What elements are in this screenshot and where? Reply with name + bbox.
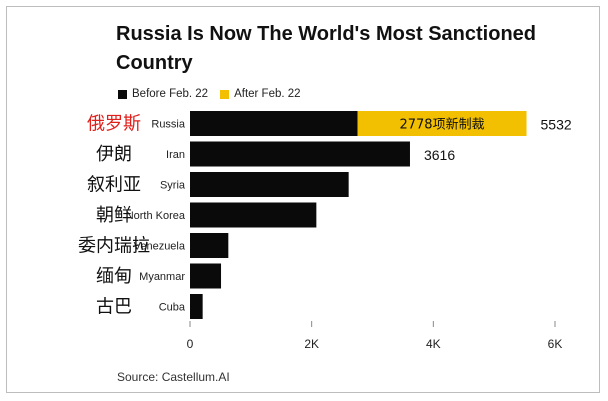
category-label-zh-5: 缅甸 (96, 266, 132, 287)
segment-annotation-0: 2778项新制裁 (399, 117, 484, 133)
bar-before-5 (190, 263, 222, 289)
legend-swatch-after (220, 89, 230, 99)
bar-before-2 (190, 172, 349, 197)
chart-legend: Before Feb. 22 After Feb. 22 (118, 88, 313, 100)
bar-before-4 (190, 233, 229, 258)
x-tick-label-3: 6K (548, 337, 563, 351)
bar-before-0 (190, 111, 358, 136)
category-label-0: Russia (151, 119, 186, 131)
category-label-zh-4: 委内瑞拉 (78, 236, 150, 257)
category-label-2: Syria (160, 180, 186, 192)
legend-label-before: Before Feb. 22 (132, 88, 209, 100)
x-tick-label-1: 2K (304, 337, 319, 351)
bar-before-1 (190, 141, 410, 167)
category-label-zh-2: 叙利亚 (87, 175, 141, 196)
category-label-zh-1: 伊朗 (96, 144, 132, 165)
category-label-5: Myanmar (139, 271, 185, 283)
bar-after-0 (357, 111, 527, 136)
legend-swatch-before (118, 89, 127, 99)
total-label-1: 3616 (424, 147, 455, 163)
legend-item-before: Before Feb. 22 (118, 88, 208, 100)
category-label-4: Venezuela (134, 241, 186, 253)
x-tick-label-2: 4K (426, 337, 441, 351)
category-label-3: North Korea (126, 210, 186, 222)
chart-source: Source: Castellum.AI (117, 370, 230, 384)
total-label-0: 5532 (541, 117, 572, 133)
legend-label-after: After Feb. 22 (234, 88, 301, 100)
chart-frame (6, 6, 600, 393)
category-label-1: Iran (166, 149, 185, 161)
x-tick-label-0: 0 (187, 337, 194, 351)
chart-title: Russia Is Now The World's Most Sanctione… (116, 23, 536, 74)
category-label-zh-0: 俄罗斯 (87, 114, 141, 135)
category-label-zh-6: 古巴 (96, 297, 132, 318)
bar-before-3 (190, 202, 317, 228)
bar-before-6 (190, 294, 203, 319)
legend-item-after: After Feb. 22 (220, 88, 301, 100)
category-label-6: Cuba (159, 302, 186, 314)
category-label-zh-3: 朝鲜 (96, 205, 132, 226)
